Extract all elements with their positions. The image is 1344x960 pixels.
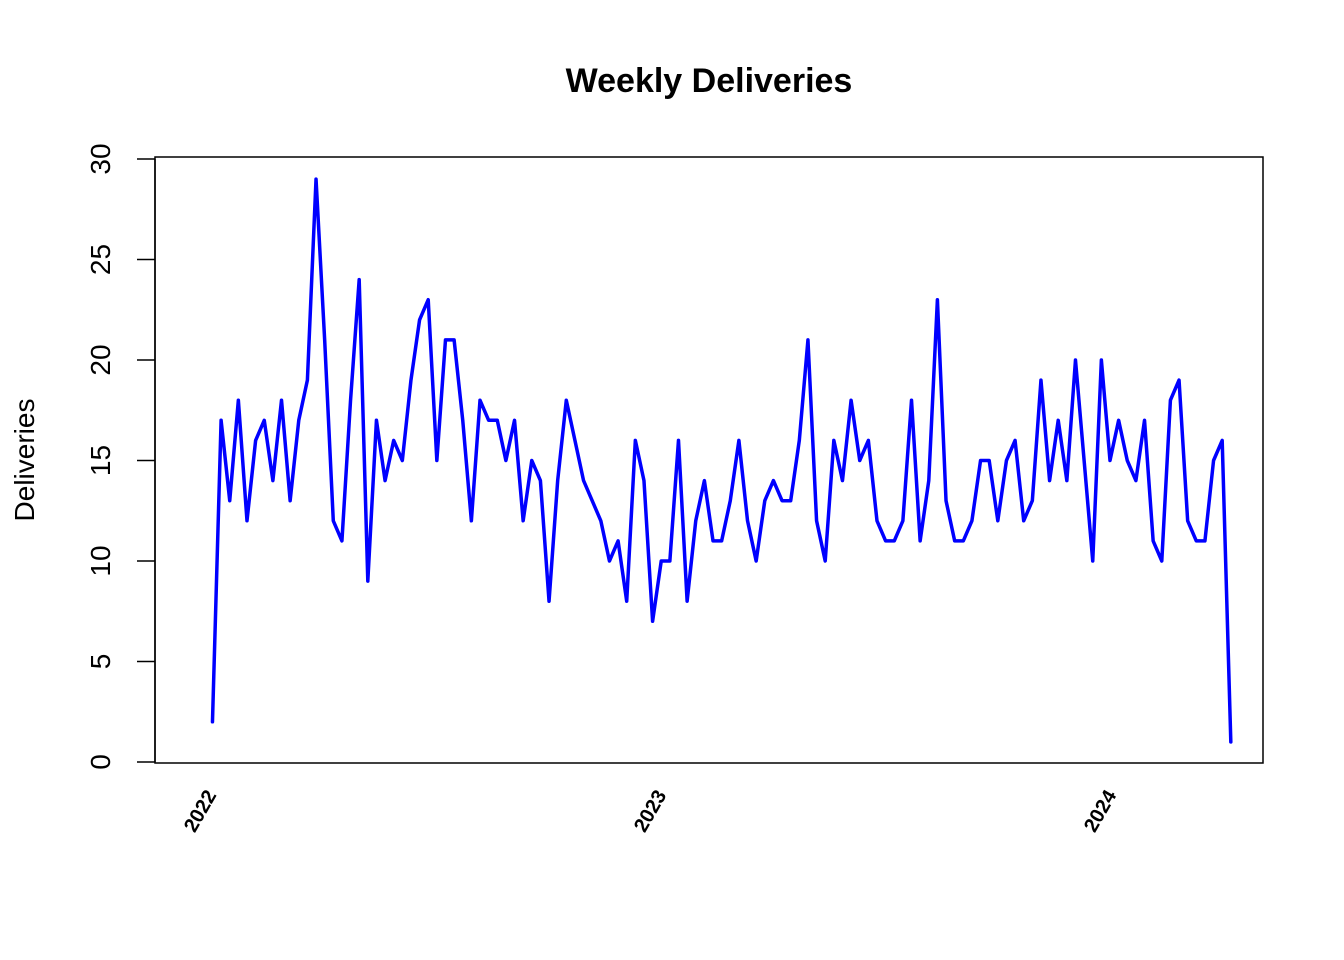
chart-title: Weekly Deliveries — [566, 62, 853, 100]
series-layer — [210, 177, 1233, 744]
x-axis: 2022 2023 2024 — [180, 786, 1122, 836]
y-tick-label: 10 — [85, 545, 116, 576]
x-tick-label: 2022 — [180, 787, 221, 837]
y-axis: 0 5 10 15 20 25 30 — [85, 143, 156, 770]
y-tick-label: 20 — [85, 344, 116, 375]
x-tick-label: 2023 — [630, 787, 671, 837]
y-tick-label: 15 — [85, 445, 116, 476]
series-line — [210, 177, 1233, 744]
y-tick-label: 30 — [85, 143, 116, 174]
x-tick-label: 2024 — [1080, 786, 1122, 836]
y-tick-label: 0 — [85, 754, 116, 770]
y-tick-label: 25 — [85, 244, 116, 275]
y-tick-label: 5 — [85, 654, 116, 670]
y-axis-label: Deliveries — [9, 399, 40, 522]
